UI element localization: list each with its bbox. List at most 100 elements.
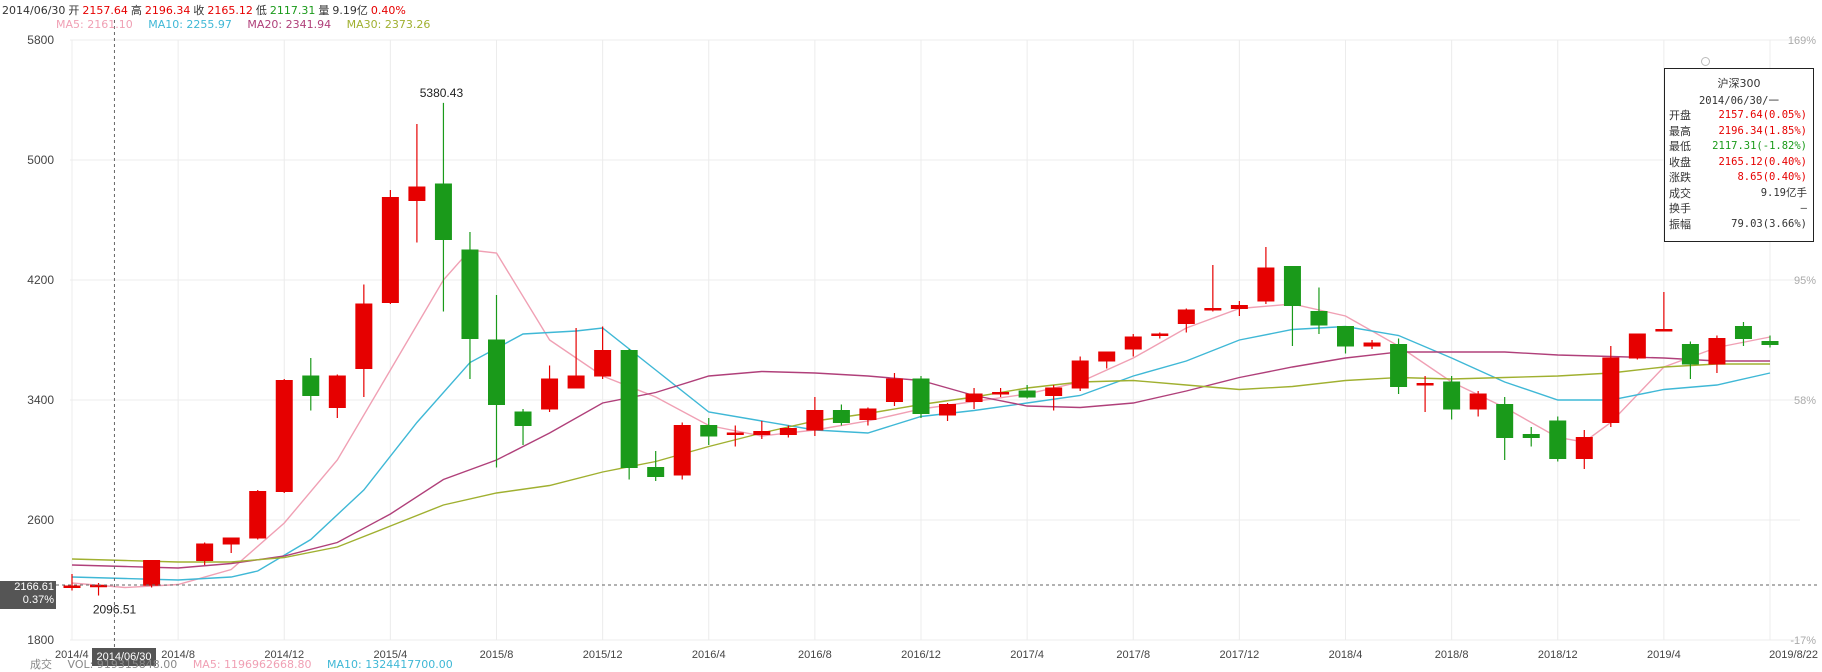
candle-body — [1575, 437, 1593, 459]
candle-body — [541, 378, 559, 410]
candle-body — [700, 425, 718, 437]
candle-body — [1602, 357, 1620, 423]
candle-body — [753, 431, 771, 435]
candle-body — [726, 432, 744, 435]
candle-body — [1071, 360, 1089, 389]
info-high: 2196.34 — [144, 4, 191, 17]
candle-body — [63, 585, 81, 588]
candle-body — [1257, 267, 1275, 302]
x-tick-label: 2018/12 — [1538, 649, 1578, 661]
series-line-ma10 — [71, 325, 1771, 581]
info-pct: 0.40% — [370, 4, 406, 17]
x-tick-label: 2017/8 — [1116, 649, 1150, 661]
legend-row-label: 涨跌 — [1669, 171, 1691, 184]
candle-body — [594, 350, 612, 377]
candle-body — [1496, 404, 1514, 438]
ma5-label: MA5: 2161.10 — [56, 18, 133, 31]
candle-body — [859, 408, 877, 420]
volume-ma5: MA5: 1196962668.80 — [192, 658, 312, 671]
candle-body — [992, 392, 1010, 395]
legend-row-label: 开盘 — [1669, 109, 1691, 122]
candle-body — [1283, 266, 1301, 306]
legend-row: 收盘 2165.12(0.40%) — [1665, 155, 1813, 171]
candle-body — [1098, 351, 1116, 362]
candle-body — [381, 197, 399, 303]
legend-row: 最低 2117.31(-1.82%) — [1665, 139, 1813, 155]
volume-ma10: MA10: 1324417700.00 — [327, 658, 453, 671]
legend-row-value: 2117.31(-1.82%) — [1712, 140, 1807, 152]
candle-body — [1230, 305, 1248, 309]
candle-body — [1628, 333, 1646, 359]
x-tick-label: 2015/4 — [374, 649, 408, 661]
volume-label: 成交 — [30, 658, 52, 671]
info-vol-label: 量 — [318, 4, 330, 17]
candle-body — [1310, 311, 1328, 326]
candle-body — [488, 339, 505, 405]
candle-body — [1655, 329, 1673, 332]
volume-info-line: 成交 VOL: 919315848.00 MA5: 1196962668.80 … — [30, 656, 465, 672]
legend-row-value: 9.19亿手 — [1760, 186, 1807, 199]
legend-row: 振幅 79.03(3.66%) — [1665, 217, 1813, 233]
candle-body — [1469, 393, 1487, 410]
candle-body — [1681, 344, 1699, 365]
candle-body — [939, 404, 957, 416]
cursor-price-pct: 0.37% — [22, 594, 54, 606]
candle-body — [779, 428, 797, 435]
legend-row: 成交 9.19亿手 — [1665, 186, 1813, 202]
info-high-label: 高 — [130, 4, 142, 17]
y-tick-label: 4200 — [27, 273, 54, 287]
legend-row-label: 最高 — [1669, 124, 1691, 138]
candle-body — [1018, 390, 1036, 398]
info-open: 2157.64 — [82, 4, 128, 17]
peak-annotation: 5380.43 — [420, 86, 464, 100]
candle-body — [249, 491, 267, 539]
pct-tick-label: -17% — [1790, 635, 1816, 647]
candle-body — [620, 350, 638, 468]
candle-body — [355, 303, 373, 369]
candle-body — [1443, 381, 1461, 410]
cursor-price-value: 2166.61 — [14, 581, 54, 593]
candle-body — [1416, 383, 1434, 386]
candle-body — [1734, 326, 1752, 339]
ma10-label: MA10: 2255.97 — [148, 18, 232, 31]
candle-body — [1177, 309, 1195, 324]
candle-body — [885, 378, 903, 402]
x-tick-label: 2017/12 — [1219, 649, 1259, 661]
x-tick-label: 2014/12 — [264, 649, 304, 661]
legend-row-value: 2196.34(1.85%) — [1718, 124, 1807, 137]
pct-tick-label: 95% — [1794, 275, 1816, 287]
candle-body — [143, 560, 161, 586]
x-tick-label: 2014/8 — [161, 649, 195, 661]
candle-body — [673, 425, 691, 476]
cursor-date-label: 2014/06/30 — [92, 648, 156, 666]
candle-body — [806, 410, 824, 431]
legend-row-value: 2157.64(0.05%) — [1718, 109, 1807, 121]
candle-body — [1708, 338, 1726, 365]
ohlc-info-line: 2014/06/30 开 2157.64 高 2196.34 收 2165.12 低 2117.… — [2, 2, 409, 18]
legend-row-label: 收盘 — [1669, 155, 1691, 169]
info-low: 2117.31 — [269, 4, 316, 17]
legend-row-label: 最低 — [1669, 140, 1691, 153]
x-tick-label: 2018/4 — [1329, 649, 1363, 661]
candle-body — [1124, 336, 1142, 350]
x-tick-label: 2015/12 — [583, 649, 623, 661]
cursor-price-label: 2166.61 0.37% — [0, 581, 56, 609]
info-close-label: 收 — [193, 4, 205, 17]
candle-body — [222, 537, 240, 545]
legend-row-value: — — [1800, 202, 1807, 214]
data-tooltip-panel: 沪深300 2014/06/30/一 开盘 2157.64(0.05%) 最高 219… — [1664, 68, 1814, 242]
legend-row-label: 振幅 — [1669, 217, 1691, 231]
info-close: 2165.12 — [207, 4, 253, 17]
candle-body — [1522, 434, 1540, 438]
y-tick-label: 3400 — [27, 393, 54, 407]
y-tick-label: 2600 — [27, 513, 54, 527]
candle-body — [1337, 326, 1354, 347]
legend-title: 沪深300 — [1717, 77, 1761, 90]
candle-body — [196, 543, 214, 561]
marker-dot-icon — [1701, 57, 1710, 66]
x-tick-label: 2016/4 — [692, 649, 726, 661]
candle-body — [1151, 333, 1169, 336]
candle-body — [514, 411, 532, 426]
x-tick-label: 2017/4 — [1010, 649, 1044, 661]
